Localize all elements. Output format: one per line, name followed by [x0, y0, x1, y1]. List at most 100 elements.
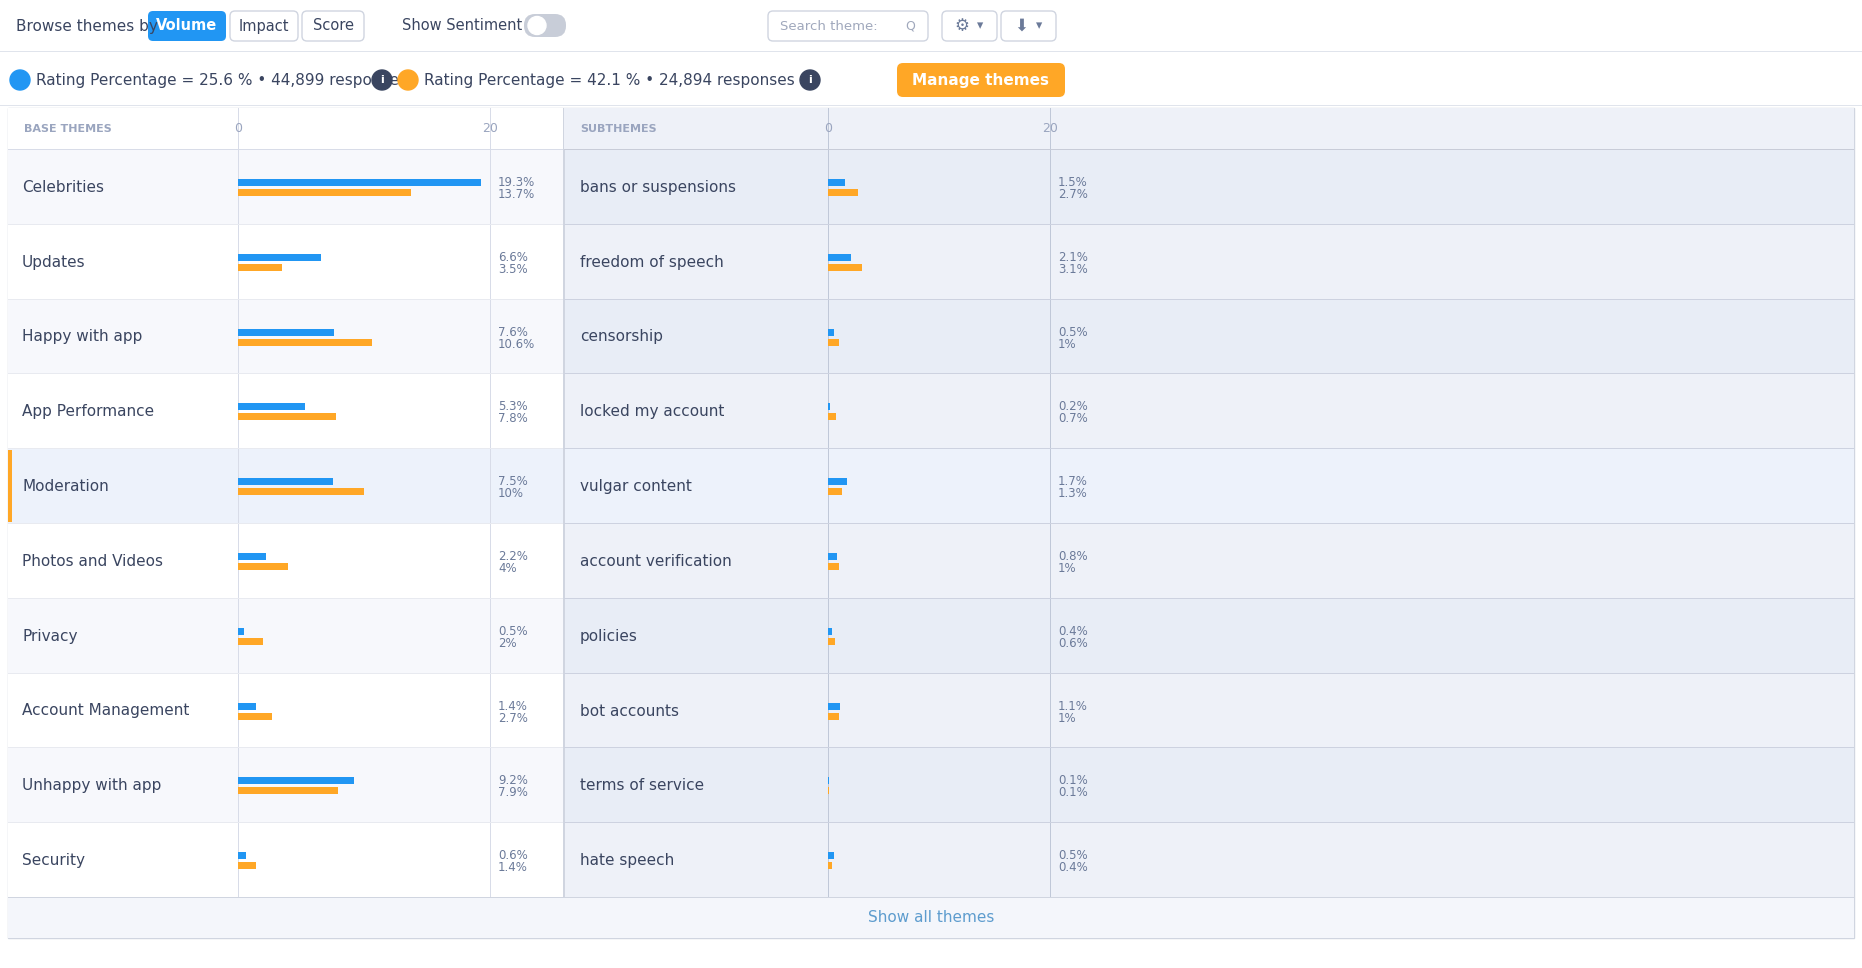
Bar [829, 328, 834, 336]
Bar [238, 627, 244, 635]
Bar [7, 450, 11, 522]
Bar [829, 488, 842, 495]
Text: 5.3%: 5.3% [497, 401, 527, 413]
Bar [7, 673, 562, 674]
Bar [829, 862, 832, 869]
Bar [829, 413, 836, 420]
Bar [564, 747, 1855, 748]
Bar [0, 54, 1862, 106]
Bar [564, 149, 1855, 150]
Bar [238, 563, 289, 570]
Text: freedom of speech: freedom of speech [579, 255, 724, 270]
Text: 6.6%: 6.6% [497, 251, 527, 263]
Text: i: i [808, 75, 812, 85]
Text: terms of service: terms of service [579, 778, 704, 794]
Text: 1.1%: 1.1% [1058, 700, 1087, 712]
Bar [829, 339, 840, 346]
Bar [564, 108, 1855, 150]
Text: 3.5%: 3.5% [497, 262, 527, 276]
Text: Q: Q [905, 19, 914, 33]
Bar [829, 179, 845, 186]
Bar [7, 225, 562, 300]
Text: 19.3%: 19.3% [497, 176, 534, 189]
Text: Score: Score [313, 18, 354, 34]
Text: 2.2%: 2.2% [497, 550, 527, 563]
Text: Account Management: Account Management [22, 704, 190, 718]
Text: i: i [380, 75, 384, 85]
Bar [7, 598, 562, 599]
Text: Security: Security [22, 853, 86, 868]
Text: locked my account: locked my account [579, 405, 724, 419]
Bar [564, 524, 1855, 599]
Bar [564, 224, 1855, 225]
Text: Rating Percentage = 42.1 % • 24,894 responses: Rating Percentage = 42.1 % • 24,894 resp… [425, 73, 795, 87]
Bar [564, 823, 1855, 898]
Bar [7, 108, 562, 150]
Bar [238, 339, 372, 346]
Text: 0.5%: 0.5% [497, 624, 527, 638]
Text: 20: 20 [1043, 123, 1058, 136]
Text: 0.6%: 0.6% [1058, 637, 1087, 650]
Bar [238, 488, 363, 495]
Bar [564, 822, 1855, 823]
Text: 7.5%: 7.5% [497, 475, 527, 488]
Bar [7, 897, 562, 898]
Bar [564, 108, 1855, 938]
Text: Photos and Videos: Photos and Videos [22, 554, 164, 569]
Bar [564, 449, 1855, 524]
Bar [564, 448, 1855, 449]
Bar [564, 150, 1855, 225]
Text: Unhappy with app: Unhappy with app [22, 778, 162, 794]
Text: 10.6%: 10.6% [497, 338, 534, 350]
Text: bans or suspensions: bans or suspensions [579, 180, 735, 195]
Text: Show all themes: Show all themes [868, 911, 994, 925]
Bar [7, 374, 562, 375]
Text: 2%: 2% [497, 637, 516, 650]
Bar [7, 149, 562, 150]
Bar [7, 897, 1855, 898]
Bar [238, 254, 320, 260]
Circle shape [372, 70, 393, 90]
Bar [564, 375, 1855, 449]
Bar [7, 224, 562, 225]
Text: Updates: Updates [22, 255, 86, 270]
Text: SUBTHEMES: SUBTHEMES [579, 124, 657, 134]
Bar [7, 822, 562, 823]
Text: 1.7%: 1.7% [1058, 475, 1087, 488]
Bar [564, 673, 1855, 674]
Text: 0.5%: 0.5% [1058, 849, 1087, 862]
Bar [7, 375, 562, 449]
Text: Browse themes by: Browse themes by [17, 18, 158, 34]
Text: ▾: ▾ [978, 19, 983, 33]
Bar [7, 150, 562, 225]
Text: 7.6%: 7.6% [497, 325, 527, 339]
Bar [829, 263, 862, 271]
Text: ⬇: ⬇ [1015, 17, 1028, 35]
Circle shape [9, 70, 30, 90]
Text: bot accounts: bot accounts [579, 704, 680, 718]
Bar [564, 225, 1855, 300]
FancyBboxPatch shape [767, 11, 927, 41]
Circle shape [801, 70, 819, 90]
Bar [238, 787, 337, 795]
Text: 13.7%: 13.7% [497, 188, 534, 201]
Text: Happy with app: Happy with app [22, 329, 142, 345]
Text: 7.9%: 7.9% [497, 786, 527, 800]
Bar [564, 599, 1855, 674]
Bar [238, 852, 246, 860]
Bar [238, 638, 263, 645]
Bar [7, 298, 562, 300]
Text: 0: 0 [235, 123, 242, 136]
Text: Impact: Impact [238, 18, 289, 34]
Bar [829, 712, 840, 719]
Text: Search theme:: Search theme: [780, 19, 877, 33]
Text: 0.5%: 0.5% [1058, 325, 1087, 339]
Bar [7, 524, 562, 599]
Bar [7, 748, 562, 823]
Bar [238, 189, 412, 196]
Text: 0.6%: 0.6% [497, 849, 527, 862]
Bar [829, 189, 858, 196]
Bar [829, 627, 832, 635]
Bar [238, 862, 255, 869]
Text: Privacy: Privacy [22, 628, 78, 644]
